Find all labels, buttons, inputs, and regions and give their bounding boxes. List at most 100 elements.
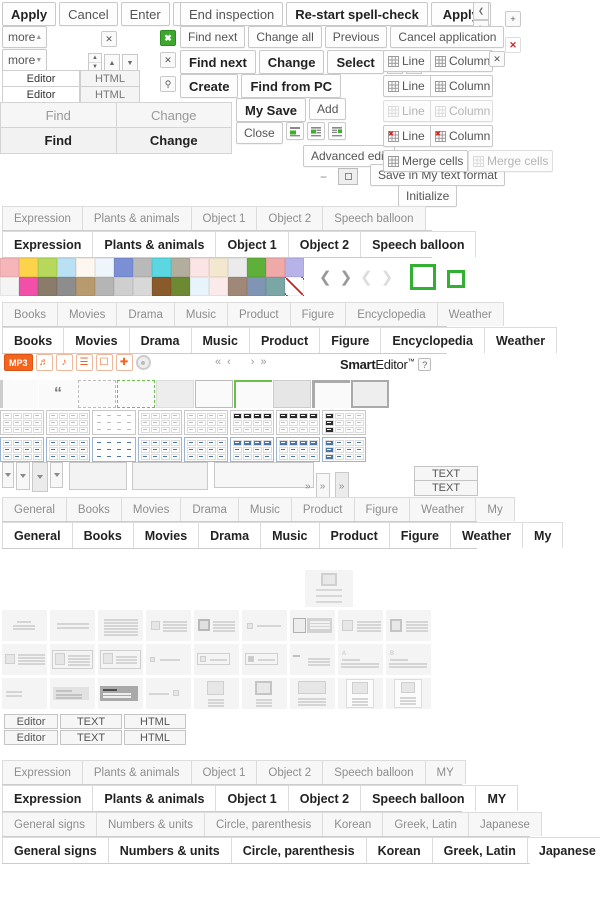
table-style-gray-6[interactable] — [276, 410, 320, 435]
layout-thumb-framed-img-left-2[interactable] — [98, 644, 143, 675]
maximize-icon[interactable] — [338, 168, 358, 185]
text-button-1[interactable]: TEXT — [414, 466, 478, 481]
swatch-2-14[interactable] — [266, 277, 285, 296]
tab-sel-general-signs[interactable]: General signs — [2, 837, 109, 863]
tab-expression[interactable]: Expression — [2, 760, 83, 784]
insert-column-button-1[interactable]: Column — [431, 75, 493, 97]
layout-thumb-img-left-md[interactable] — [194, 610, 239, 641]
find-from-pc-button[interactable]: Find from PC — [241, 74, 342, 98]
tab-sel-speech-balloon[interactable]: Speech balloon — [361, 231, 477, 257]
format-input-3[interactable] — [214, 462, 314, 488]
tab-sel-circle-parenthesis[interactable]: Circle, parenthesis — [231, 837, 367, 863]
swatch-1-5[interactable] — [95, 258, 114, 277]
close-red-icon[interactable]: ✕ — [505, 37, 521, 53]
plus-icon-2[interactable]: ✚ — [115, 354, 133, 371]
swatch-2-6[interactable] — [114, 277, 133, 296]
layout-thumb-img-left-border[interactable] — [386, 610, 431, 641]
table-style-gray-2[interactable] — [92, 410, 136, 435]
tab-object-2[interactable]: Object 2 — [257, 206, 324, 230]
tab-sel-object-1[interactable]: Object 1 — [216, 785, 289, 811]
swatch-2-0[interactable] — [0, 277, 19, 296]
last-page-icon[interactable]: » — [260, 356, 267, 368]
tab-sel-plants-animals[interactable]: Plants & animals — [93, 231, 217, 257]
swatch-2-4[interactable] — [76, 277, 95, 296]
tab-greek-latin[interactable]: Greek, Latin — [383, 812, 469, 836]
enter-button[interactable]: Enter — [120, 2, 170, 26]
text-button-2[interactable]: TEXT — [414, 481, 478, 496]
add-button[interactable]: Add — [309, 98, 347, 120]
align-left-icon[interactable] — [285, 122, 304, 140]
table-style-blue-5[interactable] — [230, 437, 274, 462]
tab-sel-drama[interactable]: Drama — [129, 327, 192, 353]
insert-column-button-0[interactable]: Column — [431, 50, 493, 72]
tab-weather[interactable]: Weather — [410, 497, 477, 521]
swatch-1-10[interactable] — [190, 258, 209, 277]
quote-style-5[interactable] — [195, 380, 233, 408]
restart-spellcheck-button[interactable]: Re-start spell-check — [286, 2, 428, 26]
tab-expression[interactable]: Expression — [2, 206, 83, 230]
tab-korean[interactable]: Korean — [323, 812, 384, 836]
find-next-button-2[interactable]: Find next — [180, 50, 256, 74]
quote-style-3[interactable] — [117, 380, 155, 408]
prev-page-icon[interactable]: ‹ — [227, 356, 231, 368]
tv-icon[interactable]: ☐ — [95, 354, 113, 371]
tab-product[interactable]: Product — [227, 302, 291, 326]
apply-button[interactable]: Apply — [2, 2, 57, 26]
swatch-1-11[interactable] — [209, 258, 228, 277]
layout-thumb-dark-box-lines[interactable] — [98, 678, 143, 709]
tab-object-1[interactable]: Object 1 — [191, 206, 258, 230]
tab-my[interactable]: MY — [425, 760, 466, 784]
initialize-button[interactable]: Initialize — [398, 185, 458, 207]
tab-object-1[interactable]: Object 1 — [191, 760, 258, 784]
swatch-1-0[interactable] — [0, 258, 19, 277]
swatch-1-2[interactable] — [38, 258, 57, 277]
tab-sel-product[interactable]: Product — [319, 522, 390, 548]
swatch-1-7[interactable] — [133, 258, 152, 277]
swatch-2-10[interactable] — [190, 277, 209, 296]
more-button-1[interactable]: more ▲ — [2, 26, 47, 48]
layout-thumb-img-left-sm[interactable] — [146, 610, 191, 641]
prev-page-button[interactable]: ❮ — [473, 2, 489, 20]
insert-line-button-3[interactable]: ✖ Line — [383, 125, 431, 147]
layout-thumb-boxed-img-line-2[interactable] — [242, 644, 287, 675]
layout-thumb-img-top-lines[interactable] — [194, 678, 239, 709]
etb-text-2[interactable]: TEXT — [60, 730, 122, 745]
tab-sel-speech-balloon[interactable]: Speech balloon — [361, 785, 477, 811]
find-tab-2[interactable]: Find — [1, 128, 117, 153]
table-style-gray-4[interactable] — [184, 410, 228, 435]
tab-plants-animals[interactable]: Plants & animals — [82, 206, 192, 230]
expand-button-3[interactable]: » — [334, 472, 349, 500]
insert-column-button-3[interactable]: ✖ Column — [431, 125, 493, 147]
end-inspection-button[interactable]: End inspection — [180, 2, 284, 26]
tab-sel-product[interactable]: Product — [249, 327, 321, 353]
layout-featured-thumb[interactable] — [305, 570, 353, 607]
selected-color-large[interactable] — [410, 264, 436, 290]
tab-general-signs[interactable]: General signs — [2, 812, 97, 836]
swatch-2-2[interactable] — [38, 277, 57, 296]
tab-speech-balloon[interactable]: Speech balloon — [323, 206, 426, 230]
swatch-2-3[interactable] — [57, 277, 76, 296]
layout-thumb-framed-img-top[interactable] — [338, 678, 383, 709]
change-all-button[interactable]: Change all — [248, 26, 322, 48]
tab-circle-parenthesis[interactable]: Circle, parenthesis — [204, 812, 324, 836]
format-input-1[interactable] — [69, 462, 127, 490]
etb-html-1[interactable]: HTML — [124, 714, 186, 729]
table-style-blue-1[interactable] — [46, 437, 90, 462]
tab-movies[interactable]: Movies — [121, 497, 182, 521]
swatch-1-15[interactable] — [285, 258, 304, 277]
swatch-2-8[interactable] — [152, 277, 171, 296]
tab-sel-expression[interactable]: Expression — [2, 231, 94, 257]
more-button-2[interactable]: more ▼ — [2, 49, 47, 71]
table-style-blue-2[interactable] — [92, 437, 136, 462]
tab-music[interactable]: Music — [174, 302, 228, 326]
quote-style-0[interactable] — [0, 380, 38, 408]
tab-sel-books[interactable]: Books — [72, 522, 134, 548]
music-note-icon[interactable]: ♪ — [55, 354, 73, 371]
table-style-blue-0[interactable] — [0, 437, 44, 462]
table-style-blue-3[interactable] — [138, 437, 182, 462]
tab-product[interactable]: Product — [291, 497, 355, 521]
quote-style-6[interactable] — [234, 380, 272, 408]
tab-html-1[interactable]: HTML — [80, 70, 140, 87]
tab-weather[interactable]: Weather — [437, 302, 504, 326]
quote-style-4[interactable] — [156, 380, 194, 408]
